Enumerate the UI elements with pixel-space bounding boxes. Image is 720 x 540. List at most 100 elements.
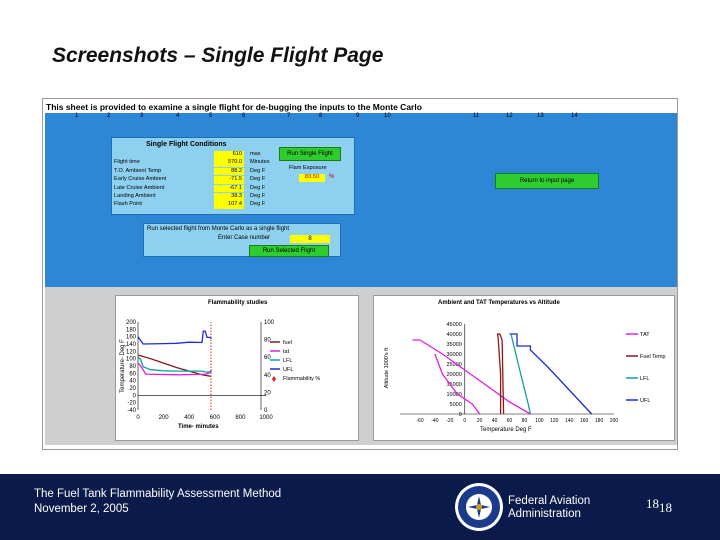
y2-tick-label: 0 bbox=[264, 408, 268, 414]
case-number-label: Enter Case number bbox=[218, 235, 271, 241]
legend-label: UFL bbox=[283, 367, 293, 373]
series-line bbox=[510, 333, 532, 415]
condition-unit: Minutes bbox=[250, 159, 270, 166]
case-line: Run selected flight from Monte Carlo as … bbox=[147, 226, 290, 232]
y-axis-label: Temperature- Deg F bbox=[120, 339, 126, 393]
x-tick-label: 160 bbox=[580, 418, 589, 424]
y-tick-label: -20 bbox=[127, 401, 136, 407]
condition-value: -71.5 bbox=[214, 176, 244, 184]
series-line-ufl bbox=[137, 330, 212, 345]
flammability-chart-title: Flammability studies bbox=[208, 300, 268, 306]
condition-row: T.O. Ambient Temp 88.2 Deg F bbox=[114, 167, 354, 176]
legend-label: tat bbox=[283, 349, 290, 355]
column-number: 7 bbox=[287, 113, 291, 119]
series-line-fuel bbox=[137, 354, 212, 377]
condition-label: Early Cruise Ambient bbox=[114, 176, 167, 183]
flam-exposure-unit: % bbox=[329, 174, 335, 180]
x-tick-label: 200 bbox=[159, 415, 170, 421]
flammability-chart: Flammability studies 200 180 160 140 120 100 8… bbox=[115, 295, 359, 441]
condition-value: 107.4 bbox=[214, 201, 244, 209]
column-number: 5 bbox=[209, 113, 213, 119]
run-selected-flight-button[interactable]: Run Selected Flight bbox=[249, 245, 329, 257]
y-tick-label: 100 bbox=[126, 357, 137, 363]
y-tick-label: 120 bbox=[126, 349, 137, 355]
x-tick-label: 400 bbox=[184, 415, 195, 421]
slide-number: 1818 bbox=[646, 496, 672, 516]
condition-row: Flight time 570.0 Minutes bbox=[114, 159, 354, 167]
condition-value: 610 bbox=[214, 151, 244, 159]
x-tick-label: 0 bbox=[136, 415, 140, 421]
legend-marker-flammability bbox=[272, 376, 276, 382]
column-numbers: 1 2 3 4 5 6 7 8 9 10 11 12 13 14 bbox=[43, 113, 677, 123]
column-number: 3 bbox=[140, 113, 144, 119]
flam-exposure-label: Flam Exposure bbox=[289, 165, 327, 171]
series-line bbox=[496, 333, 505, 415]
flam-exposure-value: 83.50 bbox=[299, 174, 325, 182]
y-axis-label: Altitude 1000's ft bbox=[384, 347, 390, 388]
footer-title: The Fuel Tank Flammability Assessment Me… bbox=[34, 488, 282, 500]
y-tick-label: 180 bbox=[126, 327, 137, 333]
x-axis-label: Temperature Deg F bbox=[480, 427, 532, 433]
column-number: 9 bbox=[356, 113, 360, 119]
y-tick-label: 20 bbox=[129, 386, 136, 392]
series-line bbox=[434, 353, 481, 415]
y-tick-label: 200 bbox=[126, 320, 137, 326]
x-axis-label: Time- minutes bbox=[178, 424, 219, 430]
condition-value: 570.0 bbox=[214, 159, 244, 167]
agency-line-2: Administration bbox=[508, 508, 581, 520]
x-tick-label: 800 bbox=[235, 415, 246, 421]
condition-value: 38.3 bbox=[214, 193, 244, 201]
column-number: 4 bbox=[176, 113, 180, 119]
legend-label: Fuel Temp bbox=[640, 354, 666, 360]
x-tick-label: 1000 bbox=[259, 415, 273, 421]
y-tick-label: 0 bbox=[459, 412, 462, 418]
column-number: 2 bbox=[107, 113, 111, 119]
y-tick-label: 140 bbox=[126, 342, 137, 348]
x-tick-label: 140 bbox=[565, 418, 574, 424]
x-tick-label: -60 bbox=[416, 418, 423, 424]
x-tick-label: 0 bbox=[463, 418, 466, 424]
y-tick-label: 45000 bbox=[446, 322, 461, 328]
x-tick-label: 20 bbox=[477, 418, 483, 424]
condition-unit: Deg F bbox=[250, 201, 266, 208]
y-tick-label: 0 bbox=[133, 393, 137, 399]
panel-title: Single Flight Conditions bbox=[146, 141, 227, 148]
condition-label: Flash Point bbox=[114, 201, 142, 208]
y-tick-label: 160 bbox=[126, 335, 137, 341]
y-tick-label: 35000 bbox=[446, 342, 461, 348]
legend-label: TAT bbox=[640, 332, 650, 338]
return-to-input-button[interactable]: Return to input page bbox=[495, 173, 599, 189]
condition-unit: Deg F bbox=[250, 176, 266, 183]
y-tick-label: 25000 bbox=[446, 362, 461, 368]
condition-value: -67.1 bbox=[214, 184, 244, 193]
altitude-chart-svg: 4500040000350003000025000200001500010000… bbox=[384, 322, 666, 433]
x-tick-label: 200 bbox=[610, 418, 619, 424]
column-number: 12 bbox=[506, 113, 513, 119]
condition-row: Landing Ambient 38.3 Deg F bbox=[114, 193, 354, 201]
y-tick-label: 10000 bbox=[446, 392, 461, 398]
case-number-input[interactable]: 8 bbox=[290, 235, 330, 243]
x-tick-label: -40 bbox=[431, 418, 438, 424]
x-tick-label: 600 bbox=[210, 415, 221, 421]
condition-value: 88.2 bbox=[214, 167, 244, 176]
page-number-sub: 18 bbox=[659, 500, 672, 515]
series-line-tat bbox=[137, 362, 213, 376]
condition-unit: max bbox=[250, 151, 261, 157]
condition-label: T.O. Ambient Temp bbox=[114, 167, 162, 174]
y2-tick-label: 100 bbox=[264, 320, 275, 326]
condition-unit: Deg F bbox=[250, 184, 266, 191]
column-number: 11 bbox=[473, 113, 480, 119]
run-single-flight-button[interactable]: Run Single Flight bbox=[279, 147, 341, 161]
legend-label: Flammability % bbox=[283, 376, 320, 382]
page-number: 18 bbox=[646, 496, 659, 511]
column-number: 14 bbox=[571, 113, 578, 119]
column-number: 10 bbox=[384, 113, 391, 119]
faa-seal-icon bbox=[455, 483, 503, 531]
condition-row: Late Cruise Ambient -67.1 Deg F bbox=[114, 184, 354, 193]
x-tick-label: 60 bbox=[507, 418, 513, 424]
flam-exposure: Flam Exposure 83.50 % bbox=[289, 165, 349, 185]
altitude-chart-title: Ambient and TAT Temperatures vs Altitude bbox=[438, 300, 560, 306]
y-tick-label: -40 bbox=[127, 408, 136, 414]
condition-row: Flash Point 107.4 Deg F bbox=[114, 201, 354, 209]
